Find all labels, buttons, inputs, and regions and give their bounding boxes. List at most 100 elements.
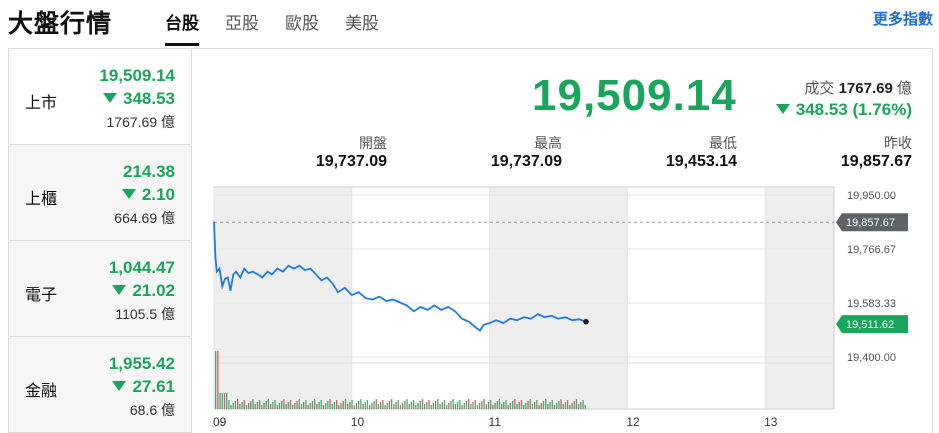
sidebar-item-electronics[interactable]: 電子 1,044.47 21.02 1105.5 億: [9, 241, 191, 337]
volume-bar: [393, 404, 395, 409]
volume-bar: [382, 400, 384, 409]
volume-bar: [549, 402, 551, 409]
volume-bar: [547, 404, 549, 409]
volume-bar: [386, 403, 388, 409]
volume-bar: [285, 404, 287, 409]
current-price-tag: [836, 315, 908, 334]
x-tick-label: 13: [764, 415, 778, 429]
tab-us[interactable]: 美股: [345, 14, 379, 33]
volume-bar: [239, 404, 241, 409]
volume-bar: [228, 400, 230, 409]
volume-bar: [404, 401, 406, 409]
prev-close-label: 19,857.67: [846, 217, 895, 229]
sidebar-item-name: 上櫃: [25, 191, 58, 208]
intraday-chart[interactable]: 19,950.00 19,766.67 19,583.33 19,400.00 09 10…: [192, 49, 933, 433]
volume-bar: [349, 402, 351, 409]
volume-bar: [331, 404, 333, 409]
sidebar-item-value: 214.38: [123, 162, 175, 181]
volume-bar: [320, 400, 322, 409]
volume-bar: [507, 405, 509, 409]
volume-bar: [470, 404, 472, 409]
volume-bar: [316, 404, 318, 409]
volume-bar: [375, 399, 377, 409]
more-indices-link[interactable]: 更多指數: [872, 11, 933, 28]
volume-bar: [408, 404, 410, 409]
shaded-hour-band: [489, 187, 628, 409]
y-tick-label: 19,400.00: [847, 352, 896, 364]
volume-bar: [237, 399, 239, 409]
x-tick-label: 12: [626, 415, 640, 429]
tab-asia[interactable]: 亞股: [225, 14, 259, 33]
volume-bar: [256, 402, 259, 409]
volume-bar: [562, 404, 564, 409]
volume-bar: [551, 400, 553, 409]
down-arrow-icon: [112, 381, 127, 391]
volume-bar: [542, 401, 545, 409]
volume-bar: [395, 402, 397, 409]
volume-bar: [300, 404, 303, 409]
volume-bar: [278, 403, 281, 409]
sidebar-item-change: 2.10: [121, 185, 175, 205]
current-price-label: 19,511.62: [846, 319, 894, 331]
volume-bar: [391, 399, 393, 409]
volume-bar: [397, 400, 399, 409]
volume-bar: [523, 405, 525, 409]
volume-bar: [338, 405, 340, 409]
volume-bar: [377, 404, 380, 409]
volume-bar: [558, 401, 560, 409]
volume-bar: [578, 404, 580, 409]
volume-bar: [311, 401, 314, 409]
sidebar-item-otc[interactable]: 上櫃 214.38 2.10 664.69 億: [9, 145, 191, 241]
sidebar-item-finance[interactable]: 金融 1,955.42 27.61 68.6 億: [9, 337, 191, 433]
tab-taiwan[interactable]: 台股: [165, 0, 225, 46]
volume-bar: [452, 399, 454, 409]
page-title: 大盤行情: [8, 10, 113, 38]
sidebar-item-change: 348.53: [103, 89, 175, 109]
stat-high: 最高 19,737.09: [490, 135, 562, 170]
volume-bar: [388, 401, 391, 409]
volume-bar: [294, 403, 296, 409]
tab-europe[interactable]: 歐股: [285, 14, 319, 33]
volume-bar: [419, 401, 421, 409]
volume-bar: [230, 405, 232, 409]
volume-bar: [340, 403, 342, 409]
volume-bar: [582, 400, 584, 409]
volume-bar: [333, 402, 336, 409]
sidebar-item-value: 1,044.47: [108, 258, 175, 277]
volume-bar: [540, 403, 542, 409]
volume-bar: [465, 401, 468, 409]
volume-bar: [347, 404, 349, 409]
volume-bar: [573, 401, 575, 409]
sidebar-item-change: 21.02: [112, 281, 175, 301]
volume-bar: [226, 393, 228, 409]
volume-bar: [560, 399, 562, 409]
volume-bar: [248, 403, 250, 409]
volume-bar: [413, 400, 415, 409]
volume-bar: [531, 404, 534, 409]
volume-bar: [217, 351, 219, 409]
volume-bar: [534, 402, 536, 409]
volume-bar: [461, 405, 463, 409]
y-tick-label: 19,583.33: [847, 298, 896, 310]
sidebar-item-name: 電子: [25, 287, 58, 304]
volume-bar: [428, 400, 430, 409]
volume-bar: [516, 404, 518, 409]
sidebar-item-volume: 68.6 億: [129, 402, 175, 418]
sidebar-item-value: 19,509.14: [99, 66, 175, 85]
down-arrow-icon: [121, 189, 136, 199]
volume-bar: [223, 393, 226, 409]
sidebar-item-listed[interactable]: 上市 19,509.14 348.53 1767.69 億: [9, 49, 191, 145]
volume-bar: [410, 402, 413, 409]
volume-bar: [430, 405, 432, 409]
volume-bar: [263, 403, 265, 409]
volume-bar: [314, 399, 316, 409]
volume-bar: [439, 404, 441, 409]
volume-bar: [272, 402, 274, 409]
volume-bar: [296, 401, 298, 409]
volume-bar: [232, 403, 234, 409]
volume-bar: [322, 405, 325, 409]
volume-bar: [380, 402, 382, 409]
volume-bar: [276, 405, 278, 409]
volume-bar: [483, 399, 485, 409]
volume-bar: [571, 403, 573, 409]
